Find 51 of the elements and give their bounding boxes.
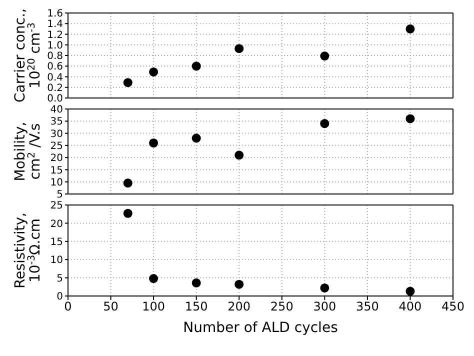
point	[192, 62, 201, 71]
x-tick-label: 200	[228, 300, 251, 314]
y-tick-label: 1.4	[47, 19, 63, 30]
y-tick-label: 1.0	[47, 40, 63, 52]
y-tick-label: 0.2	[47, 82, 63, 94]
x-tick-label: 150	[184, 300, 208, 314]
y-tick-label: 0	[56, 292, 63, 303]
y-tick-label: 0.4	[47, 72, 63, 84]
point	[406, 24, 415, 34]
y-tick-label: 35	[50, 116, 63, 128]
point	[406, 114, 415, 124]
y-tick-label: 25	[50, 200, 63, 212]
point	[234, 150, 244, 160]
x-tick-label: 350	[356, 300, 379, 314]
y-tick-label: 40	[50, 104, 63, 116]
point	[192, 278, 201, 288]
y-tick-label: 0.0	[47, 94, 63, 105]
point	[406, 286, 415, 296]
point	[320, 283, 330, 292]
point	[123, 78, 132, 88]
y-tick-label: 15	[50, 165, 63, 176]
y-tick-label: 10	[50, 255, 63, 266]
point	[234, 280, 244, 289]
x-tick-label: 100	[142, 300, 166, 314]
point	[149, 274, 158, 284]
y-tick-label: 1.6	[47, 8, 63, 20]
point	[192, 134, 201, 143]
x-tick-label: 250	[270, 300, 294, 314]
point	[123, 208, 132, 218]
point	[149, 67, 158, 76]
y-tick-label: 10	[50, 177, 63, 188]
y-tick-label: 1.2	[47, 30, 63, 41]
x-axis-title: Number of ALD cycles	[183, 320, 338, 336]
point	[234, 44, 244, 54]
y-tick-label: 0.8	[47, 51, 63, 62]
x-tick-label: 300	[313, 300, 336, 314]
x-tick-label: 450	[442, 300, 464, 314]
y-tick-label: 0.6	[47, 62, 63, 73]
point	[123, 178, 132, 188]
x-tick-label: 400	[398, 300, 422, 314]
point	[320, 119, 330, 128]
y-tick-label: 5	[56, 190, 63, 201]
y-tick-label: 5	[56, 273, 63, 284]
x-tick-label: 50	[103, 300, 118, 314]
y-tick-label: 20	[50, 153, 63, 164]
y-tick-label: 15	[50, 236, 63, 248]
point	[320, 52, 330, 61]
y-tick-label: 20	[50, 218, 63, 230]
point	[149, 138, 158, 148]
y-tick-label: 30	[50, 128, 63, 140]
y-tick-label: 25	[50, 140, 63, 152]
